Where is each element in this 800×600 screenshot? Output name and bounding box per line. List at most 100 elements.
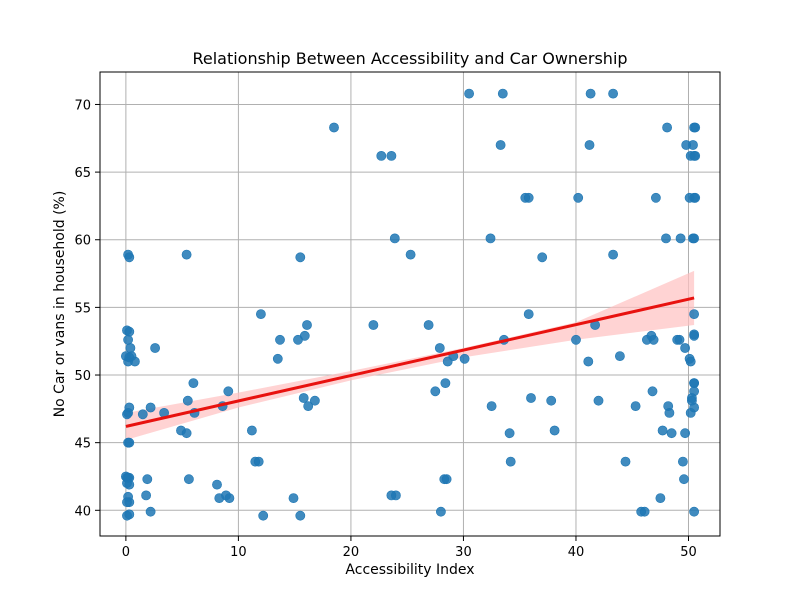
- data-point: [674, 334, 685, 345]
- data-point: [689, 506, 699, 517]
- data-point: [675, 233, 686, 244]
- regression-line: [125, 296, 695, 428]
- data-point: [137, 409, 148, 420]
- data-point: [142, 474, 153, 485]
- axis-ticks: 0 10 20 30 40 50 40 45 50 55 60 65 70: [74, 98, 696, 560]
- y-tick-label: 70: [74, 98, 91, 113]
- data-point: [258, 510, 269, 521]
- data-point: [329, 122, 339, 133]
- data-point: [662, 122, 672, 133]
- data-point: [129, 356, 140, 367]
- data-point: [405, 249, 416, 260]
- data-point: [295, 510, 306, 521]
- data-point: [212, 479, 222, 490]
- data-point: [690, 122, 701, 133]
- data-point: [253, 456, 264, 467]
- data-point: [440, 378, 451, 388]
- data-point: [223, 386, 234, 397]
- data-point: [441, 474, 452, 485]
- data-point: [183, 474, 194, 485]
- data-point: [123, 334, 134, 345]
- data-point: [122, 497, 132, 508]
- data-point: [124, 479, 135, 490]
- data-point: [608, 249, 618, 260]
- data-point: [573, 192, 584, 203]
- data-point: [679, 474, 689, 485]
- y-tick-label: 40: [74, 504, 91, 519]
- data-point: [664, 407, 675, 418]
- y-tick-label: 45: [74, 437, 91, 452]
- data-point: [145, 402, 156, 413]
- x-tick-label: 50: [680, 545, 697, 560]
- data-point: [648, 334, 659, 345]
- y-axis-label: No Car or vans in household (%): [52, 191, 68, 418]
- x-tick-label: 0: [122, 545, 130, 560]
- data-point: [678, 456, 688, 467]
- data-point: [546, 395, 557, 406]
- data-point: [430, 386, 441, 397]
- x-tick-label: 40: [568, 545, 585, 560]
- data-point: [680, 343, 690, 353]
- data-point: [295, 252, 306, 263]
- data-point: [585, 88, 596, 99]
- data-point: [124, 437, 135, 448]
- data-point: [299, 330, 310, 341]
- data-point: [688, 140, 698, 150]
- data-point: [255, 309, 266, 319]
- data-point: [495, 140, 506, 150]
- data-point: [224, 493, 235, 503]
- data-point: [486, 401, 497, 411]
- data-point: [124, 402, 135, 413]
- x-tick-label: 30: [455, 545, 472, 560]
- data-point: [181, 249, 192, 260]
- data-point: [145, 506, 156, 517]
- data-point: [593, 395, 604, 406]
- data-point: [523, 309, 534, 319]
- data-point: [435, 506, 446, 517]
- data-point: [584, 140, 595, 150]
- data-point: [583, 356, 594, 367]
- data-point: [523, 192, 534, 203]
- data-point: [389, 233, 400, 244]
- data-points: [121, 88, 701, 521]
- y-tick-label: 50: [74, 369, 91, 384]
- confidence-band: [125, 270, 695, 440]
- y-tick-label: 60: [74, 234, 91, 249]
- data-point: [386, 150, 397, 161]
- y-tick-label: 65: [74, 166, 91, 181]
- data-point: [459, 353, 470, 364]
- data-point: [689, 378, 699, 388]
- data-point: [303, 401, 314, 411]
- data-point: [571, 334, 581, 345]
- data-point: [655, 493, 666, 503]
- data-point: [288, 493, 299, 503]
- data-point: [505, 456, 516, 467]
- data-point: [368, 320, 379, 330]
- data-point: [630, 401, 641, 411]
- data-point: [181, 428, 192, 439]
- data-point: [657, 425, 668, 436]
- data-point: [689, 233, 699, 244]
- data-point: [689, 402, 699, 413]
- data-point: [309, 395, 320, 406]
- confidence-band-layer: [125, 270, 695, 440]
- regression-line-layer: [125, 296, 695, 428]
- data-point: [141, 490, 151, 501]
- data-point: [497, 88, 508, 99]
- data-point: [272, 353, 283, 364]
- data-point: [390, 490, 401, 501]
- y-tick-label: 55: [74, 301, 91, 316]
- data-point: [298, 393, 309, 403]
- data-point: [666, 428, 677, 439]
- data-point: [124, 252, 135, 263]
- data-point: [275, 334, 285, 345]
- data-point: [182, 395, 193, 406]
- data-point: [302, 320, 312, 330]
- data-point: [615, 351, 625, 361]
- data-point: [647, 386, 658, 397]
- data-point: [504, 428, 515, 439]
- data-point: [150, 343, 160, 353]
- data-point: [434, 343, 445, 353]
- data-point: [689, 386, 699, 397]
- data-point: [689, 309, 699, 319]
